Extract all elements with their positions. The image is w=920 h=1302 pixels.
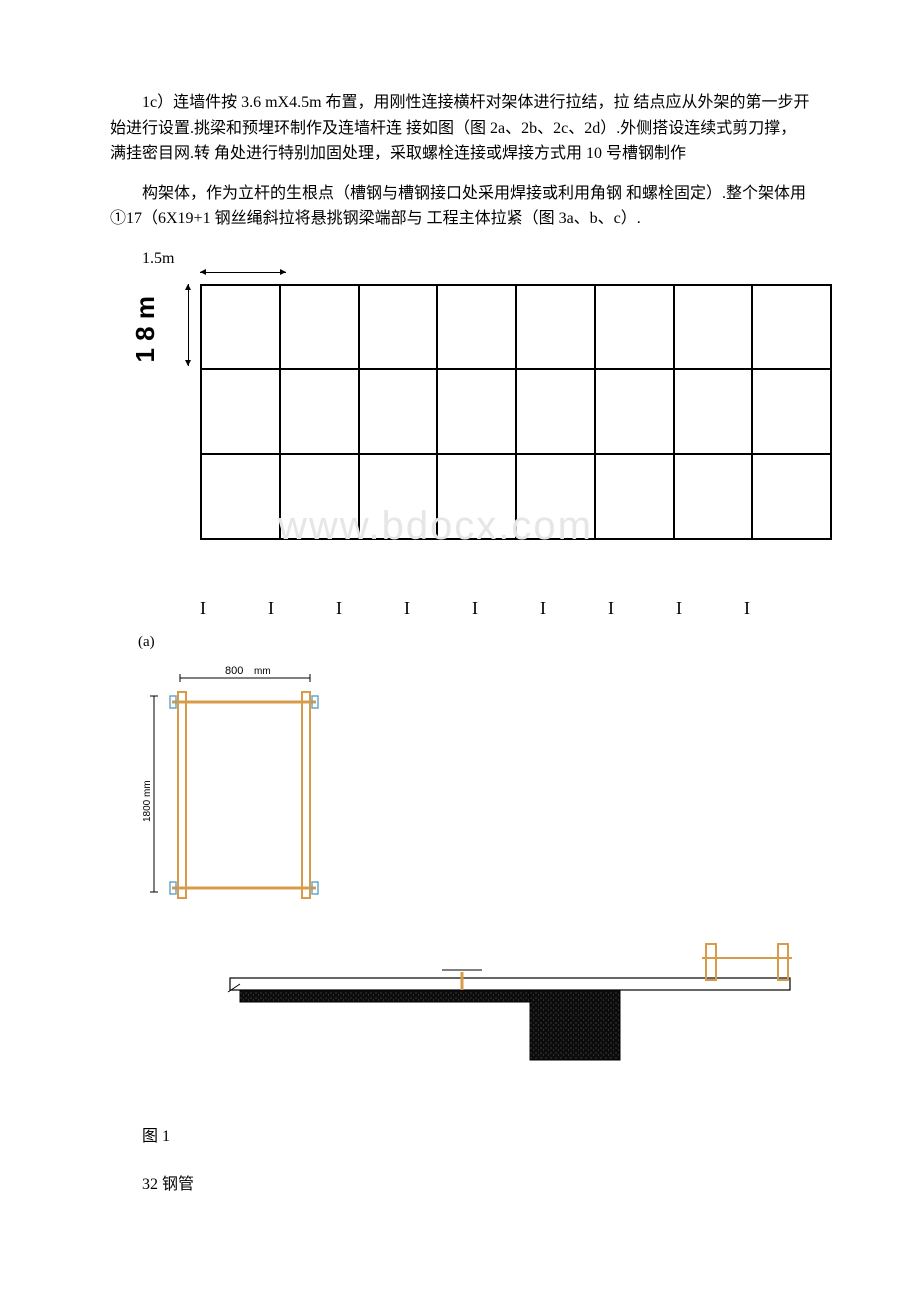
paragraph-2: 构架体，作为立杆的生根点（槽钢与槽钢接口处采用焊接或利用角钢 和螺栓固定）.整个…: [110, 181, 810, 232]
figure-1-wrap: 1 8 m www.bdocx.com IIIIIIIII (a) 800 mm: [110, 276, 810, 1103]
grid-cell: [201, 454, 280, 539]
figure-caption: 图 1: [110, 1124, 810, 1150]
grid-cell: [595, 369, 674, 454]
figure-1b-section: 800 mm 1800 mm: [110, 662, 810, 1102]
grid-cell: [595, 285, 674, 370]
grid-cell: [280, 285, 359, 370]
grid-side-dim-text: 1 8 m: [132, 296, 158, 363]
grid-cell: [752, 285, 831, 370]
grid-top-dim-arrow: [200, 272, 286, 273]
grid-cell: [674, 454, 753, 539]
grid-cell: [674, 369, 753, 454]
grid-cell: [280, 454, 359, 539]
grid-cell: [752, 454, 831, 539]
detail-side-dim-text: 1800 mm: [142, 781, 153, 823]
subfigure-a-caption: (a): [138, 630, 810, 654]
grid-cell: [437, 369, 516, 454]
grid-cell: [516, 369, 595, 454]
grid-cell: [359, 369, 438, 454]
paragraph-1: 1c）连墙件按 3.6 mX4.5m 布置，用刚性连接横杆对架体进行拉结，拉 结…: [110, 90, 810, 167]
ibeam-symbol-row: IIIIIIIII: [200, 594, 810, 623]
grid-cell: [437, 454, 516, 539]
detail-top-dim-unit: mm: [254, 666, 271, 677]
grid-cell: [201, 369, 280, 454]
grid-cell: [516, 285, 595, 370]
section-drawing-svg: 800 mm 1800 mm: [110, 662, 830, 1102]
grid-cell: [437, 285, 516, 370]
plan-channel-frame: [170, 692, 318, 898]
grid-top-dim-label: 1.5m: [110, 246, 810, 272]
grid-cell: [595, 454, 674, 539]
figure-subcaption: 32 钢管: [110, 1172, 810, 1198]
grid-cell: [359, 285, 438, 370]
grid-cell: [752, 369, 831, 454]
grid-cell: [674, 285, 753, 370]
grid-side-dim-arrow: [188, 284, 189, 366]
detail-top-dim-value: 800: [225, 665, 243, 677]
cantilever-section: [228, 944, 792, 1060]
grid-cell: [201, 285, 280, 370]
figure-1a-grid-area: 1 8 m www.bdocx.com: [138, 276, 810, 576]
grid-cell: [359, 454, 438, 539]
grid-cell: [516, 454, 595, 539]
elevation-grid: [200, 284, 832, 540]
grid-cell: [280, 369, 359, 454]
